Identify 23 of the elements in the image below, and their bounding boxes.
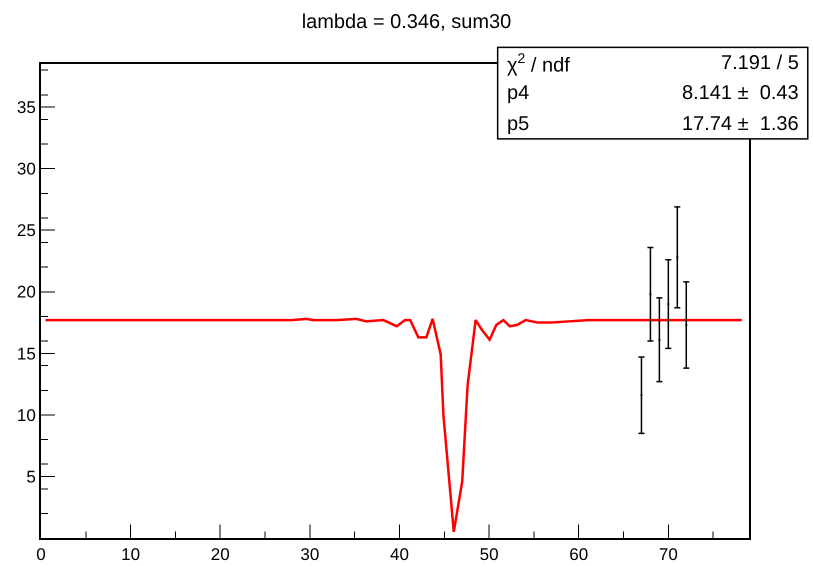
annotation: 7.191 / 5 — [721, 52, 799, 74]
y-tick-label: 15 — [16, 344, 36, 364]
x-tick-label: 20 — [210, 545, 230, 564]
x-tick-label: 30 — [300, 545, 320, 564]
y-tick-label: 25 — [16, 221, 36, 240]
x-tick-label: 40 — [390, 545, 409, 564]
annotation: 8.141 ± 0.43 — [682, 82, 799, 104]
annotation: χ$^{2}$ / ndf — [507, 50, 570, 76]
annotation: 17.74 ± 1.36 — [682, 113, 799, 135]
y-tick-label: 30 — [16, 160, 36, 179]
x-tick-label: 60 — [569, 545, 588, 564]
x-tick-label: 70 — [658, 545, 678, 564]
y-tick-label: 10 — [16, 406, 36, 425]
chart-title: lambda = 0.346, sum30 — [302, 11, 512, 34]
x-tick-label: 50 — [480, 545, 499, 564]
annotation: p4 — [507, 82, 530, 104]
y-tick-label: 5 — [26, 467, 36, 486]
annotation: p5 — [507, 113, 530, 135]
y-tick-label: 35 — [16, 98, 36, 118]
x-tick-label: 10 — [121, 545, 140, 564]
x-tick-label: 0 — [36, 545, 46, 564]
y-tick-label: 20 — [16, 282, 36, 302]
line-series — [44, 318, 744, 534]
